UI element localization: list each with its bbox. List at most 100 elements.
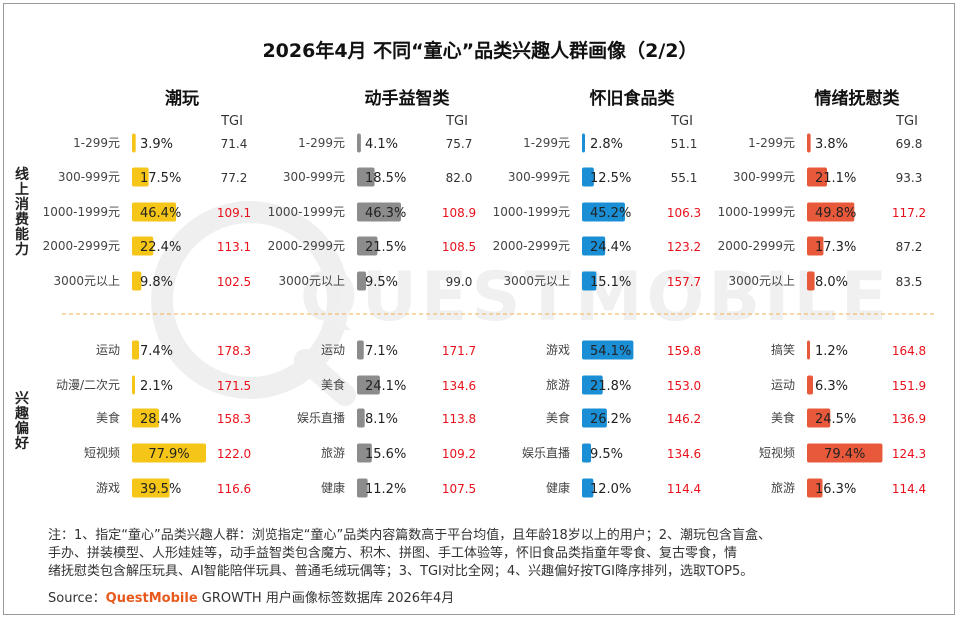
consumption-pct-label: 46.3% (365, 206, 406, 221)
consumption-category-label: 1000-1999元 (493, 205, 570, 219)
footnote-line-3: 绪抚慰类包含解压玩具、AI智能陪伴玩具、普通毛绒玩偶等；3、TGI对比全网；4、… (48, 564, 754, 579)
row-group-consumption-label: 线上消费能力 (15, 167, 29, 258)
interest-tgi-value: 164.8 (892, 344, 926, 358)
interest-category-label: 搞笑 (771, 342, 795, 357)
interest-tgi-value: 124.3 (892, 447, 926, 461)
interest-category-label: 旅游 (546, 378, 570, 392)
consumption-category-label: 300-999元 (508, 170, 570, 184)
consumption-tgi-value: 82.0 (446, 171, 473, 185)
interest-tgi-value: 134.6 (667, 447, 701, 461)
interest-bar (132, 443, 207, 463)
source-line: Source：QuestMobile GROWTH 用户画像标签数据库 2026… (48, 587, 454, 606)
row-group-interest-label: 兴趣偏好 (15, 391, 29, 452)
interest-pct-label: 21.8% (590, 379, 631, 394)
interest-pct-label: 1.2% (815, 344, 848, 359)
consumption-pct-label: 9.8% (140, 275, 173, 290)
interest-category-label: 旅游 (771, 481, 795, 495)
interest-bar (582, 408, 607, 428)
consumption-bar (582, 236, 606, 256)
interest-category-label: 动漫/二次元 (56, 378, 120, 392)
consumption-pct-label: 12.5% (590, 171, 631, 186)
consumption-tgi-value: 106.3 (667, 206, 701, 220)
consumption-tgi-value: 69.8 (896, 137, 923, 151)
interest-tgi-value: 114.4 (667, 482, 701, 496)
interest-bar (807, 408, 831, 428)
consumption-pct-label: 3.8% (815, 137, 848, 152)
consumption-bar (357, 202, 401, 222)
consumption-bar (582, 202, 625, 222)
consumption-bar (132, 236, 154, 256)
interest-tgi-value: 107.5 (442, 482, 476, 496)
interest-pct-label: 26.2% (590, 412, 631, 427)
consumption-category-label: 3000元以上 (53, 274, 120, 288)
interest-pct-label: 24.1% (365, 379, 406, 394)
consumption-category-label: 300-999元 (283, 170, 345, 184)
consumption-category-label: 3000元以上 (503, 274, 570, 288)
panel-title: 情绪抚慰类 (815, 88, 901, 109)
consumption-bar (132, 167, 149, 187)
interest-tgi-value: 116.6 (217, 482, 251, 496)
consumption-bar (807, 202, 855, 222)
tgi-header: TGI (445, 114, 468, 129)
consumption-bar (807, 167, 828, 187)
consumption-bar (132, 133, 136, 153)
tgi-header: TGI (220, 114, 243, 129)
consumption-tgi-value: 108.9 (442, 206, 476, 220)
interest-pct-label: 7.4% (140, 344, 173, 359)
consumption-pct-label: 2.8% (590, 137, 623, 152)
tgi-header: TGI (895, 114, 918, 129)
interest-pct-label: 54.1% (590, 344, 631, 359)
interest-tgi-value: 136.9 (892, 412, 926, 426)
interest-bar (807, 478, 823, 498)
panel-title: 怀旧食品类 (590, 88, 676, 109)
interest-category-label: 美食 (321, 377, 345, 392)
consumption-category-label: 3000元以上 (278, 274, 345, 288)
consumption-category-label: 2000-2999元 (268, 239, 345, 253)
interest-tgi-value: 159.8 (667, 344, 701, 358)
interest-pct-label: 8.1% (365, 412, 398, 427)
interest-category-label: 短视频 (84, 445, 120, 460)
interest-category-label: 游戏 (96, 481, 120, 495)
consumption-category-label: 1-299元 (73, 136, 120, 150)
interest-bar (357, 375, 380, 395)
consumption-tgi-value: 75.7 (446, 137, 473, 151)
interest-pct-label: 9.5% (590, 447, 623, 462)
interest-category-label: 美食 (771, 410, 795, 425)
interest-pct-label: 28.4% (140, 412, 181, 427)
consumption-category-label: 2000-2999元 (718, 239, 795, 253)
footnote-line-1: 注：1、指定“童心”品类兴趣人群：浏览指定“童心”品类内容篇数高于平台均值，且年… (48, 528, 772, 543)
consumption-bar (582, 167, 594, 187)
interest-bar (132, 478, 170, 498)
consumption-pct-label: 18.5% (365, 171, 406, 186)
consumption-category-label: 1000-1999元 (718, 205, 795, 219)
interest-category-label: 健康 (321, 480, 345, 495)
interest-category-label: 美食 (546, 410, 570, 425)
interest-pct-label: 39.5% (140, 482, 181, 497)
consumption-tgi-value: 157.7 (667, 275, 701, 289)
consumption-pct-label: 8.0% (815, 275, 848, 290)
interest-category-label: 运动 (771, 378, 795, 392)
source-suffix: GROWTH 用户画像标签数据库 2026年4月 (197, 591, 455, 606)
interest-pct-label: 79.4% (824, 447, 865, 462)
interest-tgi-value: 153.0 (667, 379, 701, 393)
consumption-tgi-value: 71.4 (221, 137, 248, 151)
interest-bar (357, 340, 364, 360)
interest-tgi-value: 109.2 (442, 447, 476, 461)
consumption-tgi-value: 117.2 (892, 206, 926, 220)
interest-category-label: 健康 (546, 480, 570, 495)
consumption-category-label: 300-999元 (58, 170, 120, 184)
consumption-bar (807, 236, 824, 256)
consumption-category-label: 2000-2999元 (493, 239, 570, 253)
consumption-pct-label: 3.9% (140, 137, 173, 152)
consumption-tgi-value: 108.5 (442, 240, 476, 254)
interest-tgi-value: 171.5 (217, 379, 251, 393)
interest-category-label: 运动 (321, 343, 345, 357)
consumption-tgi-value: 83.5 (896, 275, 923, 289)
interest-category-label: 运动 (96, 343, 120, 357)
interest-pct-label: 24.5% (815, 412, 856, 427)
interest-pct-label: 16.3% (815, 482, 856, 497)
consumption-pct-label: 21.1% (815, 171, 856, 186)
interest-tgi-value: 151.9 (892, 379, 926, 393)
consumption-category-label: 1-299元 (748, 136, 795, 150)
panel-title: 潮玩 (165, 88, 199, 109)
